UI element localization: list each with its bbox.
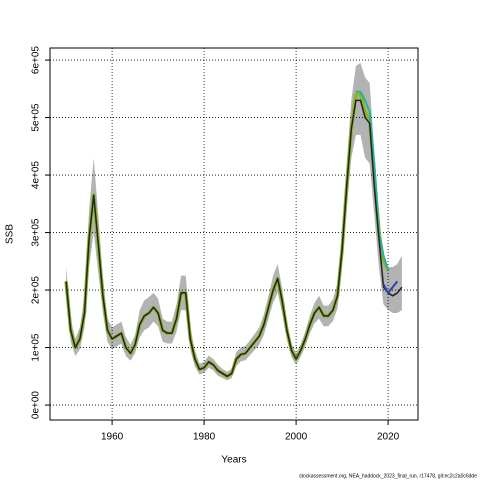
y-tick-label: 3e+05 <box>31 218 42 247</box>
y-tick-label: 2e+05 <box>31 276 42 305</box>
x-tick-label: 1980 <box>193 432 216 443</box>
y-tick-label: 1e+05 <box>31 333 42 362</box>
series-line <box>382 280 399 294</box>
y-tick-label: 5e+05 <box>31 103 42 132</box>
series-line <box>355 90 390 271</box>
x-tick-label: 1960 <box>101 432 124 443</box>
plot-frame <box>49 47 419 421</box>
y-tick-label: 4e+05 <box>31 161 42 190</box>
series-line <box>65 99 403 378</box>
footer: stockassessment.org, NEA_haddock_2023_fi… <box>299 473 477 479</box>
y-tick-label: 0e+00 <box>31 391 42 420</box>
x-tick-label: 2020 <box>377 432 400 443</box>
x-axis-label: Years <box>221 455 246 466</box>
y-axis-label: SSB <box>5 224 16 244</box>
y-tick-label: 6e+05 <box>31 46 42 75</box>
confidence-band <box>66 62 402 381</box>
x-tick-label: 2000 <box>285 432 308 443</box>
